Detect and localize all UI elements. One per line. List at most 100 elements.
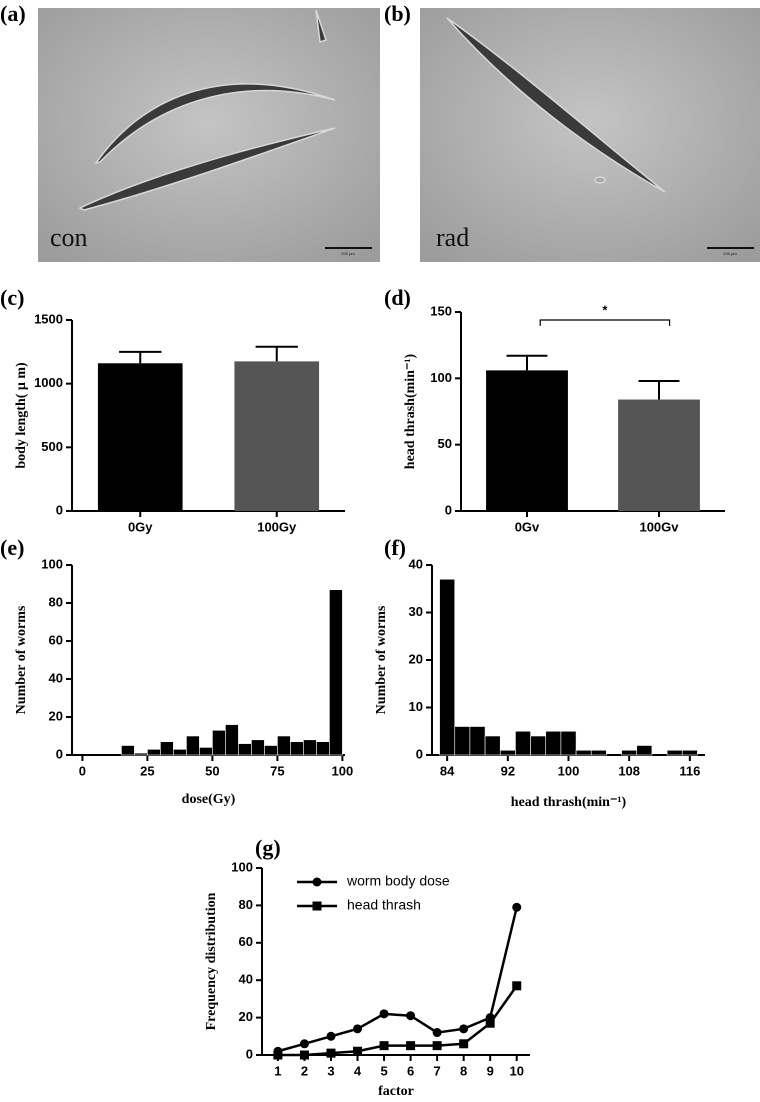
y-tick-label: 0	[246, 1046, 253, 1061]
y-tick-label: 40	[239, 972, 253, 987]
point	[326, 1048, 336, 1058]
point	[512, 902, 522, 912]
y-tick-label: 50	[438, 436, 452, 451]
histogram-bar	[545, 730, 562, 756]
bar	[618, 399, 700, 511]
histogram-bar	[212, 729, 226, 756]
panel-label: (g)	[255, 835, 281, 860]
histogram-bar	[160, 741, 174, 756]
y-tick-label: 0	[416, 746, 423, 761]
histogram-bar	[621, 749, 638, 756]
histogram-bar	[329, 589, 343, 756]
x-tick-label: 116	[679, 763, 700, 778]
worm	[78, 9, 336, 211]
y-tick-label: 20	[409, 651, 423, 666]
x-tick-label: 100Gv	[639, 519, 679, 534]
legend-marker	[312, 901, 322, 911]
y-tick-label: 40	[49, 670, 63, 685]
x-tick-label: 25	[140, 763, 154, 778]
panel-label: (c)	[0, 285, 24, 310]
x-tick-label: 5	[380, 1063, 387, 1078]
histogram-bar	[303, 739, 317, 756]
histogram-bar	[454, 726, 471, 756]
histogram-bar	[264, 745, 278, 756]
worm	[446, 17, 666, 193]
y-tick-label: 150	[430, 303, 452, 318]
histogram-bar	[147, 748, 161, 756]
point	[326, 1031, 336, 1041]
bar	[234, 361, 320, 511]
significance-bracket	[539, 319, 671, 326]
image-label: rad	[436, 223, 469, 252]
y-tick-label: 60	[239, 934, 253, 949]
histogram-bar	[560, 730, 577, 756]
scale-text: 200 μm	[341, 251, 355, 256]
histogram-bar	[134, 752, 148, 756]
y-tick-label: 20	[49, 708, 63, 723]
histogram-bar	[290, 741, 304, 756]
point	[512, 981, 522, 991]
y-axis-title: Number of worms	[374, 605, 389, 714]
y-tick-label: 1000	[34, 375, 63, 390]
y-axis-title: Frequency distribution	[204, 892, 219, 1030]
y-tick-label: 10	[409, 699, 423, 714]
point	[459, 1024, 469, 1034]
histogram-bar	[469, 726, 486, 756]
y-axis-title: body length( μ m)	[14, 362, 29, 469]
image-label: con	[50, 223, 88, 252]
point	[406, 1041, 416, 1051]
panel-label: (a)	[0, 1, 26, 26]
histogram-bar	[666, 749, 683, 756]
y-tick-label: 60	[49, 632, 63, 647]
y-tick-label: 100	[41, 556, 63, 571]
histogram-bar	[173, 748, 187, 756]
histogram-bar	[636, 745, 653, 756]
x-tick-label: 100	[332, 763, 354, 778]
histogram-bar	[186, 735, 200, 756]
x-tick-label: 3	[327, 1063, 334, 1078]
histogram-bar	[225, 724, 239, 756]
y-tick-label: 0	[56, 502, 63, 517]
y-axis-title: head thrash(min⁻¹)	[403, 353, 418, 469]
x-tick-label: 84	[440, 763, 455, 778]
annotation: *	[602, 302, 608, 317]
histogram-bar	[439, 578, 456, 756]
y-axis-title: Number of worms	[14, 605, 29, 714]
x-axis-title: head thrash(min⁻¹)	[511, 795, 627, 810]
scale-text: 200 μm	[723, 251, 737, 256]
y-tick-label: 500	[41, 439, 63, 454]
point	[485, 1018, 495, 1028]
legend-marker	[312, 877, 322, 887]
x-tick-label: 8	[460, 1063, 467, 1078]
x-tick-label: 100Gy	[257, 519, 297, 534]
y-tick-label: 30	[409, 604, 423, 619]
x-axis-title: factor	[378, 1084, 414, 1099]
legend-label: worm body dose	[346, 873, 450, 889]
point	[353, 1024, 363, 1034]
histogram-bar	[199, 747, 213, 756]
histogram-bar	[681, 749, 698, 756]
x-tick-label: 100	[558, 763, 580, 778]
x-axis-title: dose(Gy)	[182, 792, 236, 807]
panel-label: (b)	[384, 1, 411, 26]
x-tick-label: 10	[509, 1063, 523, 1078]
histogram-bar	[121, 745, 135, 756]
y-tick-label: 100	[430, 370, 452, 385]
legend-label: head thrash	[347, 897, 421, 913]
histogram-bar	[484, 735, 501, 756]
histogram-bar	[316, 741, 330, 756]
y-tick-label: 1500	[34, 311, 63, 326]
point	[379, 1009, 389, 1019]
panel-label: (d)	[384, 285, 411, 310]
histogram-bar	[575, 749, 592, 756]
x-tick-label: 0	[79, 763, 86, 778]
point	[432, 1041, 442, 1051]
x-tick-label: 50	[205, 763, 219, 778]
y-tick-label: 80	[239, 897, 253, 912]
x-tick-label: 6	[407, 1063, 414, 1078]
x-tick-label: 9	[487, 1063, 494, 1078]
histogram-bar	[590, 749, 607, 756]
panel-label: (e)	[0, 535, 24, 560]
point	[406, 1011, 416, 1021]
